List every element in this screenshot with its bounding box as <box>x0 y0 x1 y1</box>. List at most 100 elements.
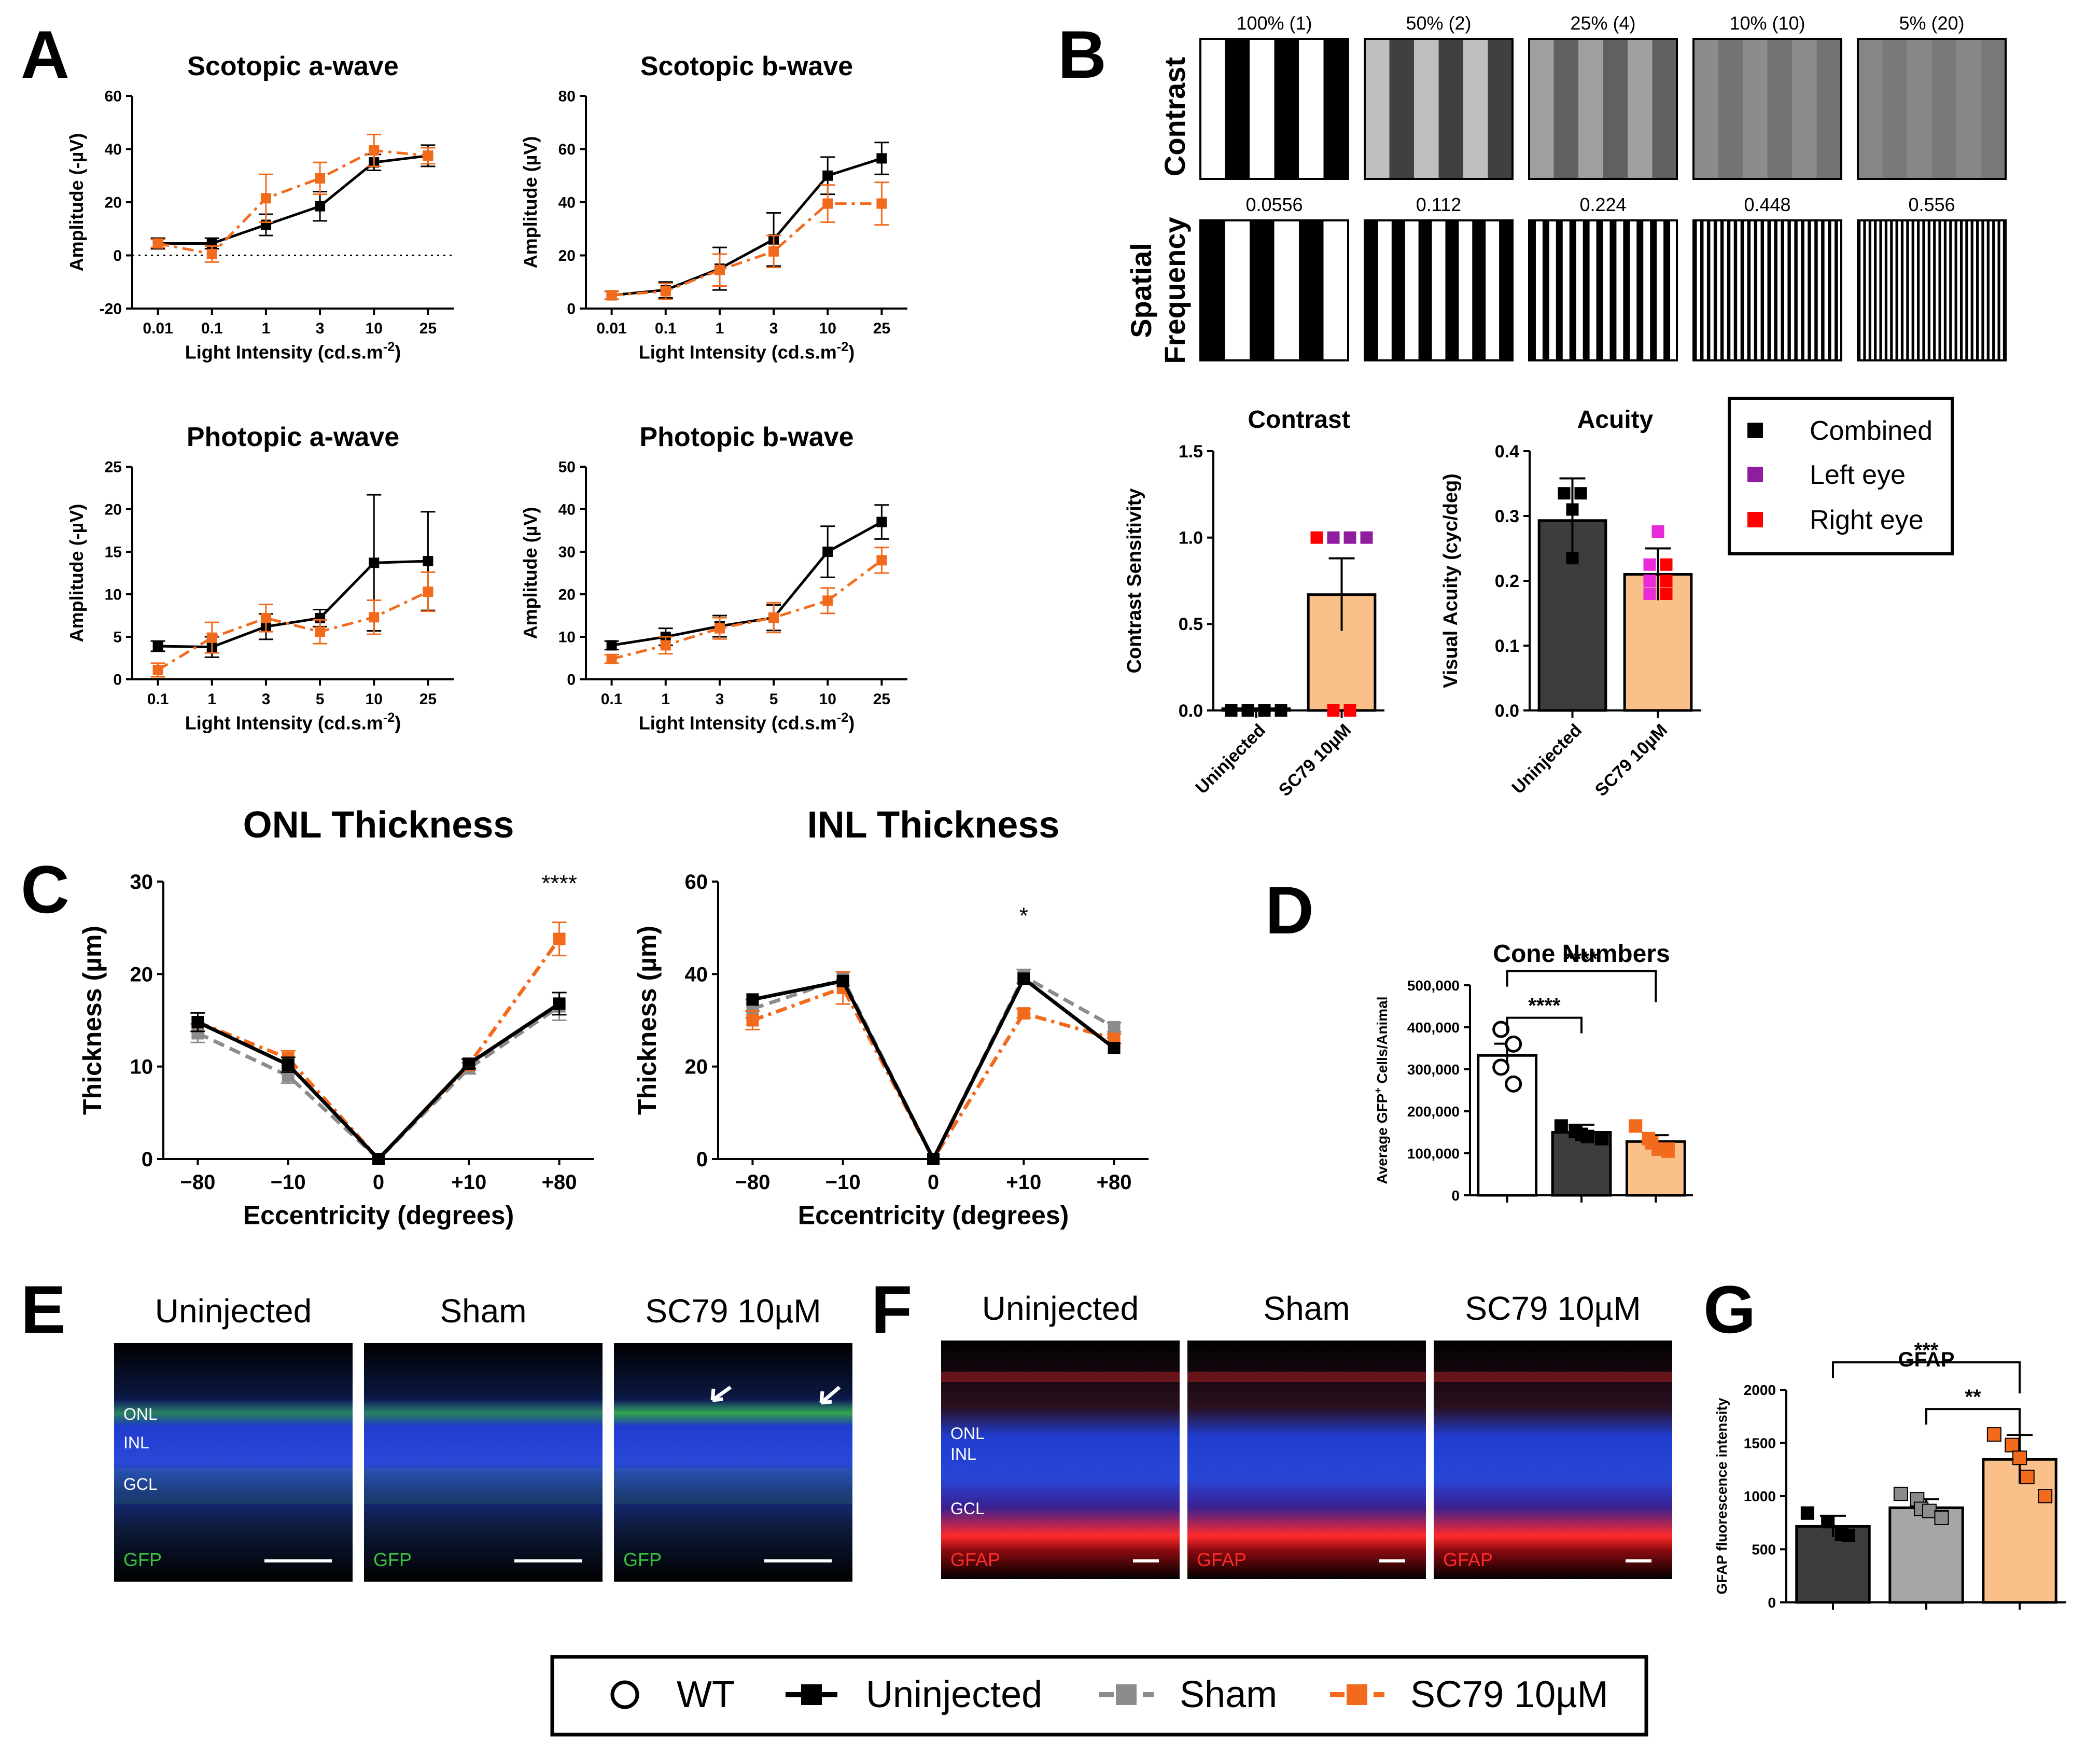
grating-stripe <box>1391 220 1405 360</box>
y-tick-label: 0 <box>567 672 576 689</box>
grating-stripe <box>1814 220 1818 360</box>
x-tick-label: 0.01 <box>143 320 173 337</box>
data-point <box>768 246 779 257</box>
grating-stripe <box>1365 39 1390 179</box>
data-point <box>1343 704 1356 717</box>
grating-stripe <box>1890 220 1893 360</box>
data-point <box>463 1057 475 1070</box>
data-point <box>369 557 380 568</box>
x-axis-label-end: ) <box>848 342 855 363</box>
y-tick-label: 40 <box>105 141 122 158</box>
x-tick-label: −80 <box>180 1171 215 1194</box>
data-point <box>1651 525 1664 538</box>
data-point <box>1241 704 1254 717</box>
legend-marker-wt <box>610 1680 639 1709</box>
grating-stripe <box>1553 39 1579 179</box>
data-point <box>876 516 887 527</box>
data-point <box>1554 1119 1568 1133</box>
series-line-sc79-10-m <box>611 202 882 297</box>
contrast-grating <box>1364 38 1514 180</box>
x-axis-label-end: ) <box>848 713 855 734</box>
grating-background <box>1858 220 2006 360</box>
layer-label: INL <box>950 1445 976 1463</box>
panel-label-f: F <box>871 1272 912 1347</box>
y-tick-label: 0.0 <box>1179 701 1203 721</box>
grating-stripe <box>1882 39 1908 179</box>
significance-stars: ** <box>1965 1386 1981 1408</box>
panel-label-d: D <box>1265 872 1314 948</box>
grating-stripe <box>1650 220 1657 360</box>
spatial-frequency-label: 0.556 <box>1908 194 1955 215</box>
y-tick-label: 20 <box>130 963 153 986</box>
tissue-background <box>614 1343 852 1582</box>
y-axis-label-text: Average GFP <box>1374 1094 1390 1184</box>
layer-label: INL <box>123 1433 149 1452</box>
grating-frame <box>1364 219 1514 361</box>
x-tick-label: 0 <box>928 1171 939 1194</box>
grating-stripe <box>1907 39 1932 179</box>
stain-label: GFP <box>123 1549 162 1570</box>
grating-stripe <box>1274 39 1299 179</box>
data-point <box>822 595 833 606</box>
legend-label-sham: Sham <box>1180 1674 1277 1715</box>
grating-stripe <box>1927 220 1930 360</box>
data-point <box>660 286 671 297</box>
grating-stripe <box>1700 220 1704 360</box>
y-axis-label-text: Visual Acuity (cyc/deg) <box>1440 473 1462 688</box>
data-point <box>2038 1489 2053 1503</box>
data-point <box>1821 1515 1835 1529</box>
series-line-sc79-10-m <box>611 559 883 661</box>
grating-stripe <box>1895 220 1898 360</box>
layer-label: ONL <box>950 1424 985 1443</box>
data-point <box>1225 704 1238 717</box>
series-line-sc79-10-m <box>158 149 428 256</box>
spatial-frequency-grating <box>1692 219 1842 361</box>
chart-contrast-sensitivity: 0.0 0.5 1.0 1.5 Contrast Contrast Sensitivity… <box>1124 406 1384 800</box>
grating-stripe <box>1713 220 1717 360</box>
y-tick-label: 0 <box>1768 1595 1776 1611</box>
grating-frame <box>1692 219 1842 361</box>
data-point <box>423 150 433 161</box>
y-axis-label: Contrast Sensitivity <box>1124 488 1145 674</box>
x-axis-label-end: ) <box>395 713 401 734</box>
y-tick-label: 500,000 <box>1407 978 1460 994</box>
micrograph-title: SC79 10µM <box>1465 1290 1641 1327</box>
grating-stripe <box>1801 220 1804 360</box>
gfap-surface-layer <box>1434 1372 1672 1382</box>
grating-stripe <box>1609 220 1617 360</box>
y-tick-label: 0.1 <box>1495 636 1519 656</box>
x-tick-label: −80 <box>735 1171 770 1194</box>
x-tick-label: 3 <box>769 320 778 337</box>
y-axis-label: Amplitude (µV) <box>520 136 541 269</box>
series-line-uninjected <box>611 521 883 647</box>
legend-label-left-eye: Left eye <box>1810 460 1906 490</box>
x-axis-label-end: ) <box>395 342 401 363</box>
x-axis-label: Eccentricity (degrees) <box>798 1201 1069 1230</box>
chart-photopic-b-wave: 0 10 20 30 40 50 Photopic b-wave Amplitude (µV)… <box>520 422 907 734</box>
contrast-grating <box>1199 38 1349 180</box>
grating-background <box>1365 220 1513 360</box>
grating-stripe <box>1911 220 1914 360</box>
gfap-micrograph: GFAP ONL INL GCL <box>941 1341 1180 1579</box>
gfp-faint-layer <box>114 1468 353 1504</box>
panel-label-a: A <box>21 17 69 92</box>
micrograph-title: Sham <box>440 1292 526 1330</box>
micrograph-title: SC79 10µM <box>645 1292 821 1330</box>
arrow-icon <box>819 1386 841 1405</box>
grating-frame <box>1528 38 1678 180</box>
grating-stripe <box>1200 220 1225 360</box>
chart-title: Photopic a-wave <box>187 422 399 452</box>
x-axis-label: Light Intensity (cd.s.m-2) <box>185 710 401 733</box>
grating-stripe <box>1938 220 1941 360</box>
x-tick-label: 3 <box>262 691 271 708</box>
layer-label: GCL <box>123 1475 158 1493</box>
chart-gfap: 0 500 1000 1500 2000 GFAP GFAP fluorescence in… <box>1714 1339 2066 1611</box>
x-axis-label-sup: -2 <box>837 710 848 725</box>
chart-title: Contrast <box>1248 406 1350 434</box>
y-tick-label: 300,000 <box>1407 1062 1460 1078</box>
x-axis-label-text: Light Intensity (cd.s.m <box>185 342 383 363</box>
data-point <box>1327 704 1340 717</box>
significance-annotation: **** <box>541 871 577 896</box>
stain-label: GFP <box>623 1549 662 1570</box>
data-point <box>1566 503 1579 516</box>
